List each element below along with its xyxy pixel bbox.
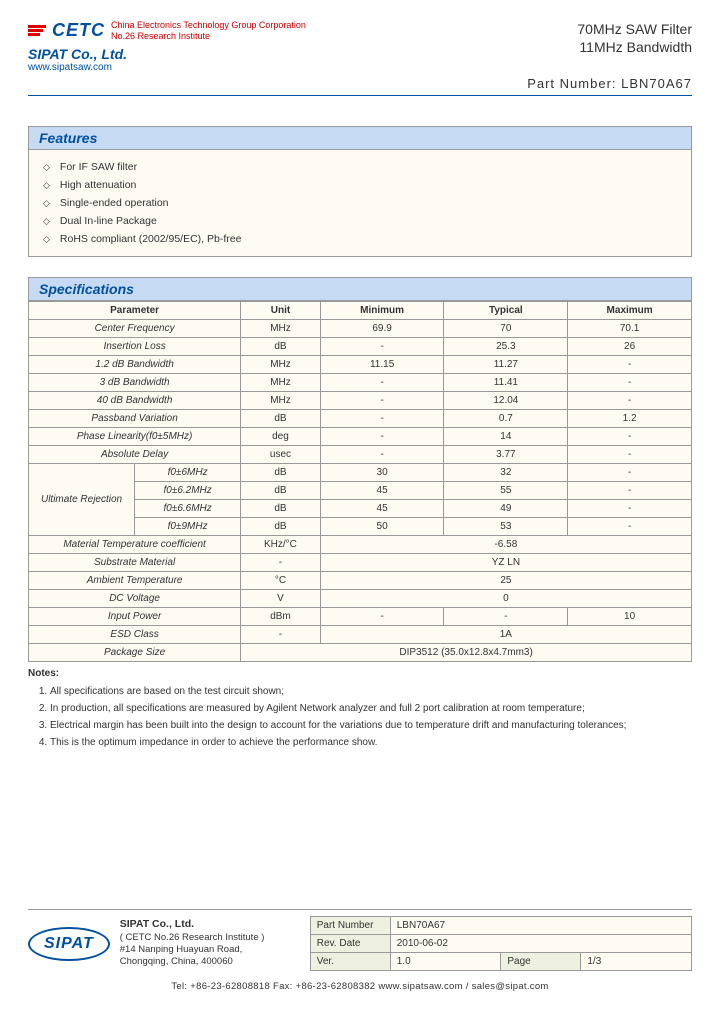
feature-item: For IF SAW filter bbox=[43, 158, 677, 176]
spec-header: Unit bbox=[241, 302, 321, 320]
spec-header: Typical bbox=[444, 302, 568, 320]
note-item: All specifications are based on the test… bbox=[50, 683, 692, 700]
spec-row: Center FrequencyMHz69.97070.1 bbox=[29, 320, 692, 338]
spec-row: Package SizeDIP3512 (35.0x12.8x4.7mm3) bbox=[29, 644, 692, 662]
footer: SIPAT SIPAT Co., Ltd. ( CETC No.26 Resea… bbox=[28, 909, 692, 992]
features-title: Features bbox=[28, 126, 692, 150]
sipat-footer-logo: SIPAT bbox=[28, 927, 110, 961]
contact-line: Tel: +86-23-62808818 Fax: +86-23-6280838… bbox=[28, 981, 692, 992]
note-item: This is the optimum impedance in order t… bbox=[50, 734, 692, 751]
specs-table: ParameterUnitMinimumTypicalMaximum Cente… bbox=[28, 301, 692, 662]
spec-row: 1.2 dB BandwidthMHz11.1511.27- bbox=[29, 356, 692, 374]
footer-institute: ( CETC No.26 Research Institute ) bbox=[120, 932, 300, 944]
cetc-name: CETC bbox=[52, 20, 105, 41]
spec-row: Substrate Material-YZ LN bbox=[29, 554, 692, 572]
spec-row: Passband VariationdB-0.71.2 bbox=[29, 410, 692, 428]
spec-row: 40 dB BandwidthMHz-12.04- bbox=[29, 392, 692, 410]
spec-row: Phase Linearity(f0±5MHz)deg-14- bbox=[29, 428, 692, 446]
sipat-company: SIPAT Co., Ltd. bbox=[28, 46, 306, 62]
spec-row: Material Temperature coefficientKHz/°C-6… bbox=[29, 536, 692, 554]
spec-row: Input PowerdBm--10 bbox=[29, 608, 692, 626]
website-url: www.sipatsaw.com bbox=[28, 62, 306, 73]
cetc-desc1: China Electronics Technology Group Corpo… bbox=[111, 20, 306, 31]
spec-row: Ambient Temperature°C25 bbox=[29, 572, 692, 590]
features-section: Features For IF SAW filterHigh attenuati… bbox=[28, 126, 692, 257]
notes-section: Notes: All specifications are based on t… bbox=[28, 668, 692, 751]
spec-header: Maximum bbox=[568, 302, 692, 320]
spec-row: 3 dB BandwidthMHz-11.41- bbox=[29, 374, 692, 392]
notes-title: Notes: bbox=[28, 668, 692, 679]
spec-header: Parameter bbox=[29, 302, 241, 320]
feature-item: Dual In-line Package bbox=[43, 212, 677, 230]
note-item: Electrical margin has been built into th… bbox=[50, 717, 692, 734]
product-title-2: 11MHz Bandwidth bbox=[527, 38, 692, 56]
footer-info-table: Part NumberLBN70A67 Rev. Date2010-06-02 … bbox=[310, 916, 692, 971]
footer-addr2: Chongqing, China, 400060 bbox=[120, 956, 300, 968]
footer-company: SIPAT Co., Ltd. bbox=[120, 918, 300, 932]
header: CETC China Electronics Technology Group … bbox=[28, 20, 692, 91]
feature-item: RoHS compliant (2002/95/EC), Pb-free bbox=[43, 230, 677, 248]
footer-addr1: #14 Nanping Huayuan Road, bbox=[120, 944, 300, 956]
feature-item: High attenuation bbox=[43, 176, 677, 194]
spec-row: ESD Class-1A bbox=[29, 626, 692, 644]
feature-item: Single-ended operation bbox=[43, 194, 677, 212]
spec-row: Ultimate Rejectionf0±6MHzdB3032- bbox=[29, 464, 692, 482]
cetc-desc2: No.26 Research Institute bbox=[111, 31, 306, 42]
header-rule bbox=[28, 95, 692, 96]
part-number: Part Number: LBN70A67 bbox=[527, 76, 692, 91]
specs-section: Specifications ParameterUnitMinimumTypic… bbox=[28, 277, 692, 662]
note-item: In production, all specifications are me… bbox=[50, 700, 692, 717]
spec-row: DC VoltageV0 bbox=[29, 590, 692, 608]
spec-header: Minimum bbox=[320, 302, 444, 320]
cetc-logo bbox=[28, 25, 46, 36]
spec-row: Absolute Delayusec-3.77- bbox=[29, 446, 692, 464]
product-title-1: 70MHz SAW Filter bbox=[527, 20, 692, 38]
spec-row: Insertion LossdB-25.326 bbox=[29, 338, 692, 356]
specs-title: Specifications bbox=[28, 277, 692, 301]
